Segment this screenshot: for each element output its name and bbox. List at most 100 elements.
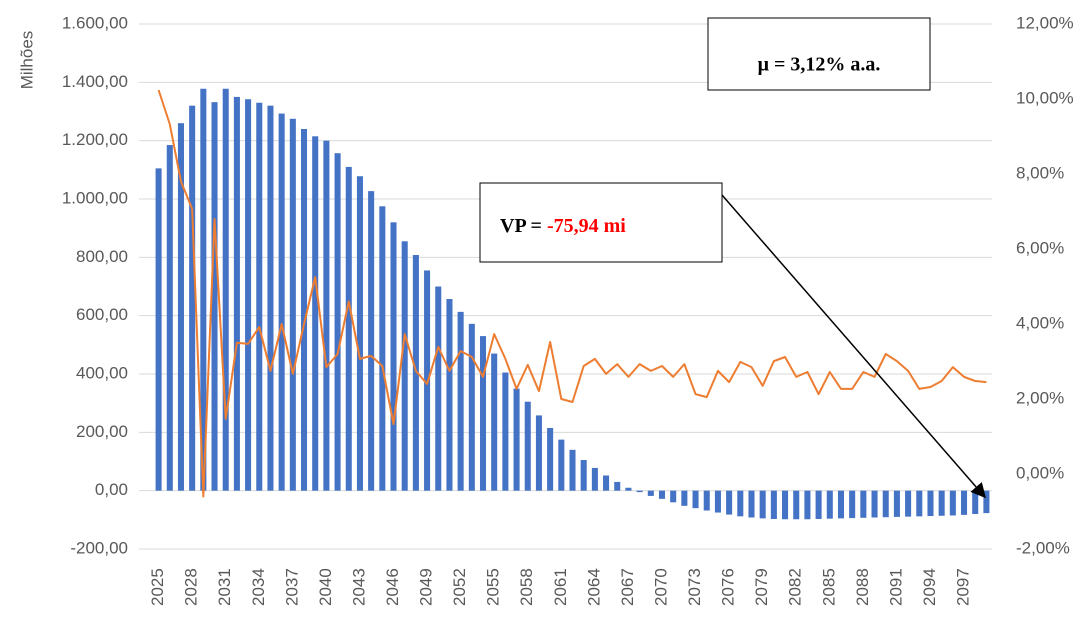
bar — [379, 206, 386, 491]
x-tick-label: 2085 — [819, 568, 838, 606]
y2-tick-label: -2,00% — [1016, 538, 1070, 557]
y-tick-label: 1.200,00 — [62, 130, 128, 149]
bar — [916, 490, 923, 517]
bar — [591, 467, 598, 491]
annotation-box — [707, 17, 931, 91]
bar — [569, 449, 576, 491]
annotation-box — [479, 182, 723, 263]
bar — [625, 487, 632, 491]
x-tick-label: 2076 — [719, 568, 738, 606]
bar — [703, 490, 710, 511]
bar — [401, 241, 408, 491]
bar — [837, 490, 845, 519]
x-tick-label: 2034 — [249, 568, 268, 606]
bar — [893, 490, 900, 517]
bar — [983, 490, 990, 514]
annotation: μ = 3,12% a.a. — [758, 54, 881, 76]
x-tick-label: 2055 — [484, 568, 503, 606]
bar — [312, 136, 319, 491]
y-tick-label: 400,00 — [76, 363, 128, 382]
bar — [647, 490, 654, 496]
annotation-label: VP = — [500, 215, 542, 237]
bar — [737, 490, 744, 517]
bar — [748, 490, 755, 518]
bar — [882, 490, 889, 518]
y-tick-label: -200,00 — [70, 538, 128, 557]
x-tick-label: 2046 — [383, 568, 402, 606]
bar — [446, 299, 453, 491]
y-tick-label: 800,00 — [76, 247, 128, 266]
bar — [245, 99, 252, 491]
bar — [289, 118, 296, 491]
bar — [177, 123, 184, 491]
x-tick-label: 2097 — [954, 568, 973, 606]
bar — [211, 102, 218, 491]
bar — [513, 388, 520, 491]
x-tick-label: 2040 — [316, 568, 335, 606]
annotation-value: -75,94 mi — [547, 215, 626, 237]
y2-tick-label: 8,00% — [1016, 163, 1064, 182]
x-tick-label: 2088 — [853, 568, 872, 606]
bar — [782, 490, 789, 520]
y-axis-label: Milhões — [17, 31, 36, 90]
bar — [658, 490, 666, 499]
y2-tick-label: 6,00% — [1016, 238, 1064, 257]
bar — [278, 113, 285, 491]
bar — [200, 88, 207, 491]
bar — [726, 490, 733, 515]
y2-tick-label: 4,00% — [1016, 313, 1064, 332]
y-tick-label: 1.600,00 — [62, 13, 128, 32]
bar — [535, 415, 542, 491]
x-tick-label: 2049 — [417, 568, 436, 606]
y-tick-label: 1.000,00 — [62, 188, 128, 207]
bar — [491, 353, 498, 491]
x-tick-label: 2028 — [182, 568, 201, 606]
bar — [871, 490, 878, 518]
bar — [670, 490, 677, 503]
annotation: VP = -75,94 mi — [500, 215, 626, 237]
y2-tick-label: 12,00% — [1016, 13, 1074, 32]
bar — [681, 490, 688, 506]
bar — [502, 372, 509, 491]
bar — [524, 401, 531, 491]
line — [157, 89, 987, 498]
bar — [345, 166, 352, 491]
bar — [770, 490, 777, 519]
bar — [826, 490, 833, 519]
bar — [155, 168, 162, 491]
bar — [793, 490, 800, 520]
bar — [860, 490, 867, 518]
bar — [457, 311, 464, 491]
x-tick-label: 2091 — [886, 568, 905, 606]
bar — [390, 222, 397, 491]
bar — [256, 102, 263, 491]
y2-tick-label: 10,00% — [1016, 88, 1074, 107]
y-tick-label: 200,00 — [76, 422, 128, 441]
bar — [233, 96, 240, 491]
y-tick-label: 600,00 — [76, 305, 128, 324]
bar — [636, 490, 643, 493]
bar — [558, 439, 565, 491]
bar — [692, 490, 699, 509]
x-tick-label: 2031 — [215, 568, 234, 606]
bar — [961, 490, 968, 515]
bar — [759, 490, 766, 519]
bar — [189, 105, 196, 491]
bar — [222, 88, 229, 491]
x-tick-label: 2070 — [651, 568, 670, 606]
bar — [368, 191, 375, 491]
bar — [356, 176, 363, 491]
bar — [479, 336, 487, 491]
x-tick-label: 2037 — [282, 568, 301, 606]
x-tick-label: 2064 — [584, 568, 603, 606]
x-tick-label: 2058 — [517, 568, 536, 606]
y2-tick-label: 0,00% — [1016, 463, 1064, 482]
x-tick-label: 2061 — [551, 568, 570, 606]
bar — [949, 490, 956, 516]
y2-tick-label: 2,00% — [1016, 388, 1064, 407]
y-tick-label: 0,00 — [95, 480, 128, 499]
bar — [547, 427, 554, 491]
x-tick-label: 2079 — [752, 568, 771, 606]
bar — [166, 145, 173, 491]
